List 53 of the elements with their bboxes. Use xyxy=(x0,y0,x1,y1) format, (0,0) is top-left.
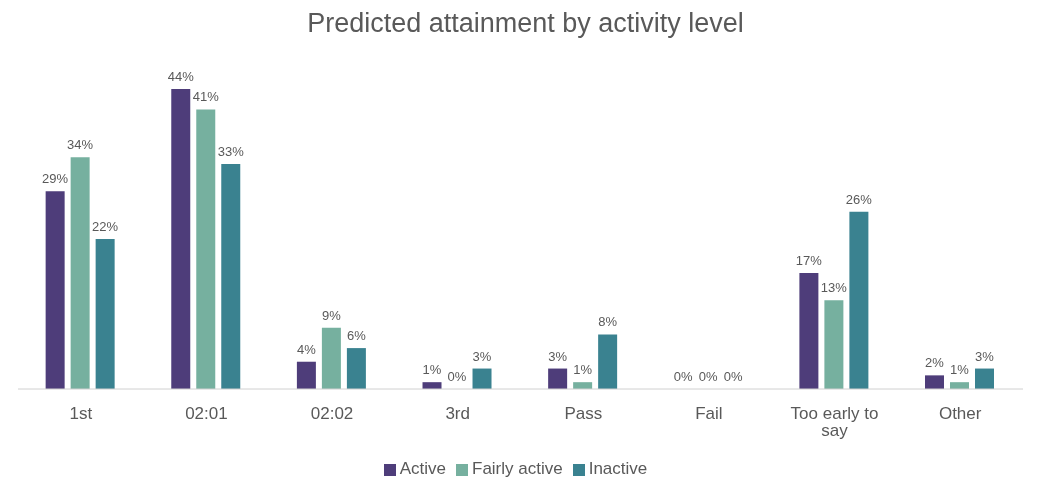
bar xyxy=(799,273,819,389)
data-label: 1% xyxy=(422,362,442,378)
legend-label: Active xyxy=(399,459,446,478)
bar xyxy=(196,109,216,389)
data-label: 3% xyxy=(472,348,492,364)
legend-label: Fairly active xyxy=(472,459,563,478)
x-tick-label: Other xyxy=(938,404,982,424)
x-tick-label: 02:02 xyxy=(310,404,354,424)
bar xyxy=(975,368,995,389)
data-label: 1% xyxy=(573,362,593,378)
data-label: 26% xyxy=(845,191,873,207)
bar xyxy=(472,368,492,389)
data-label: 0% xyxy=(673,368,694,384)
bar xyxy=(849,211,869,389)
x-tick-label: 1st xyxy=(69,404,93,424)
data-label: 6% xyxy=(346,328,367,344)
x-tick-label: Pass xyxy=(564,404,603,424)
data-label: 0% xyxy=(698,368,719,384)
bar xyxy=(548,368,568,389)
bar xyxy=(296,361,316,389)
data-label: 29% xyxy=(42,171,69,187)
bar xyxy=(346,348,366,389)
data-label: 1% xyxy=(950,362,970,378)
bar xyxy=(824,300,844,389)
chart-title: Predicted attainment by activity level xyxy=(306,8,745,39)
x-tick-label: Fail xyxy=(695,404,723,424)
bar xyxy=(45,191,65,389)
bar xyxy=(171,89,191,389)
x-tick-label: 3rd xyxy=(445,404,470,424)
bar xyxy=(598,334,618,389)
data-label: 3% xyxy=(548,348,568,364)
data-label: 9% xyxy=(321,307,342,323)
data-label: 3% xyxy=(975,348,995,364)
data-label: 34% xyxy=(67,137,94,153)
data-label: 8% xyxy=(598,314,618,330)
x-tick-label: 02:01 xyxy=(185,404,228,424)
data-label: 41% xyxy=(192,89,220,105)
data-label: 0% xyxy=(447,368,467,384)
data-label: 22% xyxy=(92,219,119,234)
data-label: 44% xyxy=(167,69,195,84)
data-label: 2% xyxy=(925,355,945,371)
legend-label: Inactive xyxy=(588,459,648,478)
bar xyxy=(95,239,115,389)
data-label: 33% xyxy=(217,144,245,159)
bar xyxy=(70,157,90,389)
data-label: 17% xyxy=(795,253,823,269)
x-tick-label: Too early to say xyxy=(790,404,879,441)
bar xyxy=(321,327,341,389)
data-label: 13% xyxy=(820,280,848,296)
bar xyxy=(221,164,241,389)
bar xyxy=(925,375,945,389)
data-label: 4% xyxy=(296,341,317,357)
data-label: 0% xyxy=(723,368,744,384)
